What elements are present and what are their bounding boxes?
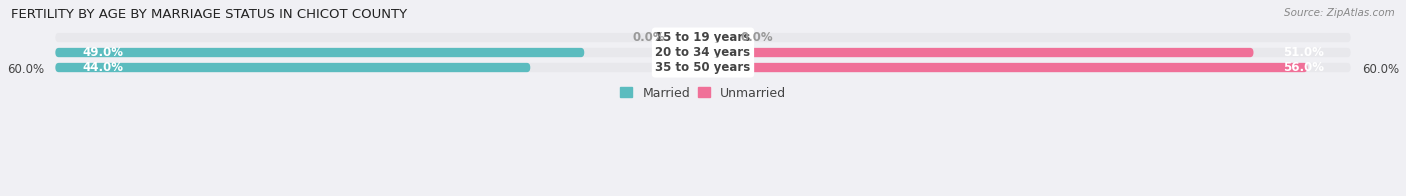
FancyBboxPatch shape <box>55 48 1351 57</box>
FancyBboxPatch shape <box>55 63 530 72</box>
Bar <box>59 48 581 57</box>
FancyBboxPatch shape <box>55 63 1351 72</box>
Text: FERTILITY BY AGE BY MARRIAGE STATUS IN CHICOT COUNTY: FERTILITY BY AGE BY MARRIAGE STATUS IN C… <box>11 8 408 21</box>
Text: 60.0%: 60.0% <box>1362 63 1399 76</box>
Bar <box>706 63 1305 72</box>
Text: 35 to 50 years: 35 to 50 years <box>655 61 751 74</box>
Bar <box>59 63 527 72</box>
Text: 60.0%: 60.0% <box>7 63 44 76</box>
Legend: Married, Unmarried: Married, Unmarried <box>614 82 792 105</box>
Text: 44.0%: 44.0% <box>83 61 124 74</box>
Text: Source: ZipAtlas.com: Source: ZipAtlas.com <box>1284 8 1395 18</box>
Text: 15 to 19 years: 15 to 19 years <box>655 31 751 44</box>
FancyBboxPatch shape <box>703 63 1308 72</box>
Text: 49.0%: 49.0% <box>83 46 124 59</box>
Text: 20 to 34 years: 20 to 34 years <box>655 46 751 59</box>
Text: 56.0%: 56.0% <box>1282 61 1323 74</box>
Bar <box>706 48 1250 57</box>
FancyBboxPatch shape <box>55 33 1351 42</box>
Text: 0.0%: 0.0% <box>741 31 773 44</box>
FancyBboxPatch shape <box>703 48 1254 57</box>
Text: 51.0%: 51.0% <box>1282 46 1323 59</box>
FancyBboxPatch shape <box>55 48 585 57</box>
Text: 0.0%: 0.0% <box>633 31 665 44</box>
